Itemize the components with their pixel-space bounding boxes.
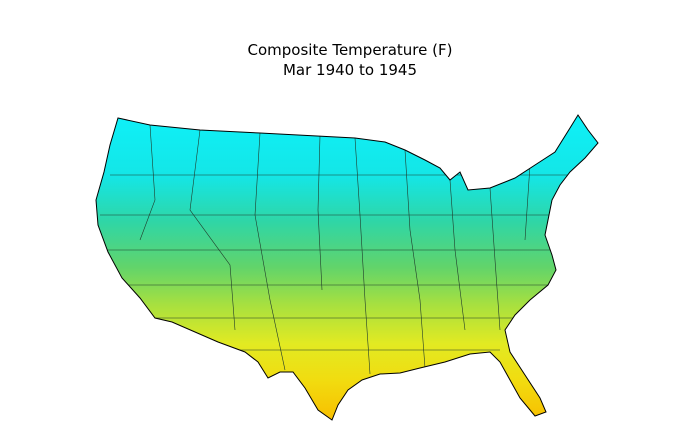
map-title: Composite Temperature (F) xyxy=(248,41,453,59)
temperature-field xyxy=(96,115,598,420)
temperature-shading xyxy=(96,115,598,420)
state-borders xyxy=(100,124,598,375)
map-subtitle: Mar 1940 to 1945 xyxy=(283,61,417,79)
